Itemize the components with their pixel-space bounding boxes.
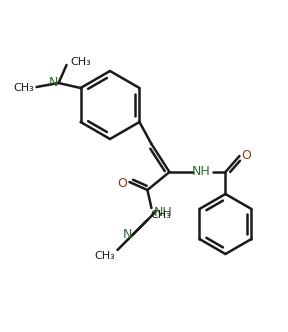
Text: CH₃: CH₃ [150, 210, 171, 220]
Text: CH₃: CH₃ [70, 57, 91, 67]
Text: O: O [242, 148, 251, 161]
Text: NH: NH [154, 206, 173, 218]
Text: CH₃: CH₃ [94, 251, 115, 261]
Text: N: N [49, 75, 58, 89]
Text: N: N [123, 228, 132, 241]
Text: CH₃: CH₃ [13, 83, 34, 93]
Text: O: O [118, 177, 127, 190]
Text: NH: NH [192, 164, 211, 178]
